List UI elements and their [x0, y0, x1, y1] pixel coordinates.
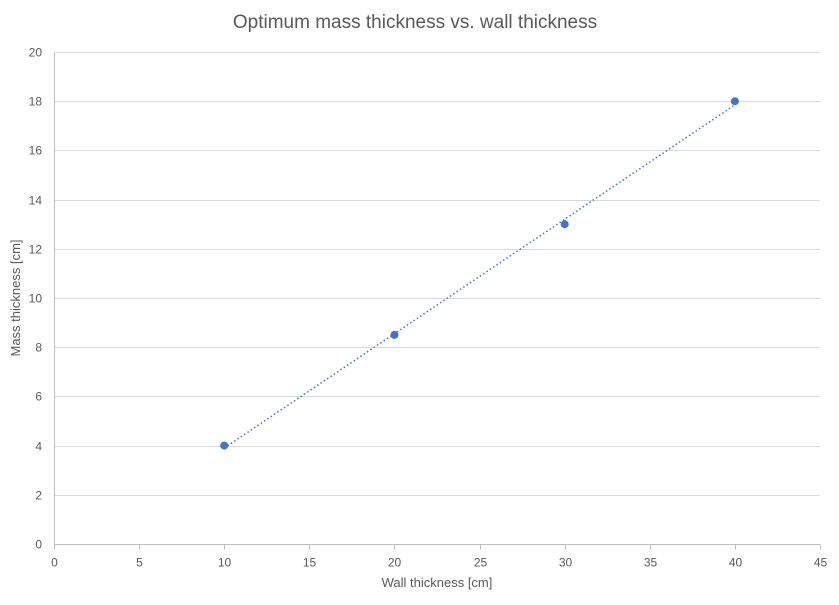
y-tick-label: 12 [29, 243, 43, 257]
chart-title: Optimum mass thickness vs. wall thicknes… [233, 12, 597, 33]
trendline [223, 104, 736, 449]
x-tick-label: 10 [218, 556, 232, 570]
y-tick-label: 20 [29, 46, 43, 60]
x-tick-label: 20 [388, 556, 402, 570]
x-tick-label: 35 [644, 556, 658, 570]
trendlines [223, 104, 736, 449]
data-point[interactable] [730, 97, 739, 106]
x-axis-label: Wall thickness [cm] [382, 575, 493, 590]
y-axis-label: Mass thickness [cm] [8, 239, 23, 356]
data-point[interactable] [220, 441, 229, 450]
y-tick-label: 0 [35, 538, 42, 552]
data-point[interactable] [560, 220, 569, 229]
x-tick-label: 30 [559, 556, 573, 570]
x-tick-label: 45 [814, 556, 828, 570]
data-point[interactable] [390, 330, 399, 339]
y-tick-label: 10 [29, 292, 43, 306]
x-tick-label: 15 [303, 556, 317, 570]
y-tick-label: 6 [35, 390, 42, 404]
y-tick-label: 18 [29, 95, 43, 109]
y-tick-label: 4 [35, 440, 42, 454]
y-tick-label: 16 [29, 144, 43, 158]
grid-lines [54, 52, 820, 496]
y-tick-label: 8 [35, 341, 42, 355]
x-tick-label: 5 [136, 556, 143, 570]
x-tick-label: 0 [51, 556, 58, 570]
x-tick-label: 40 [729, 556, 743, 570]
x-tick-label: 25 [474, 556, 488, 570]
y-tick-label: 14 [29, 194, 43, 208]
y-tick-label: 2 [35, 489, 42, 503]
axes: 0 2 4 6 8 10 12 14 16 18 20 0 5 10 15 20 25 30 35 40 45 [29, 46, 828, 570]
data-points [220, 97, 739, 450]
